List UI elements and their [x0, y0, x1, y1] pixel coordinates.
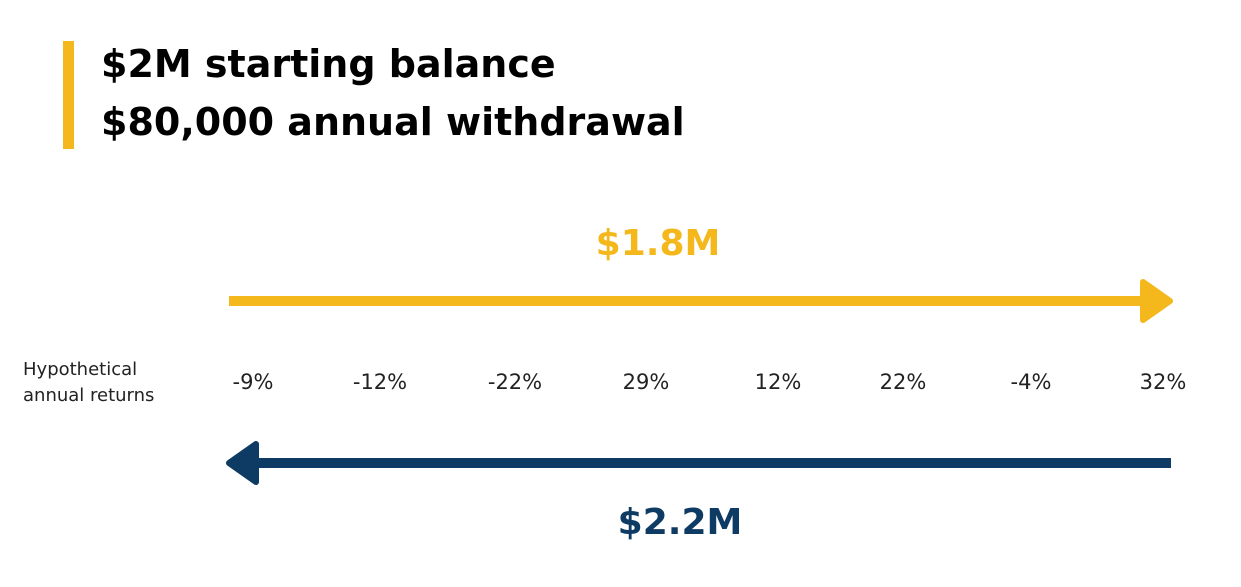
returns-row: -9% -12% -22% 29% 12% 22% -4% 32%	[0, 370, 1241, 400]
return-value: -12%	[352, 370, 408, 394]
reverse-sequence-result: $2.2M	[617, 502, 743, 543]
return-value: 12%	[754, 370, 802, 394]
returns-row-label-line1: Hypothetical	[23, 359, 138, 380]
reverse-arrow-head	[226, 441, 259, 485]
return-value: -22%	[487, 370, 543, 394]
headline-annual-withdrawal: $80,000 annual withdrawal	[101, 100, 685, 144]
headline-starting-balance: $2M starting balance	[101, 42, 556, 86]
return-value: 29%	[622, 370, 670, 394]
forward-arrow-head	[1140, 279, 1173, 323]
returns-row-label-line2: annual returns	[23, 385, 155, 406]
return-value: -9%	[232, 370, 274, 394]
forward-sequence-result: $1.8M	[595, 223, 721, 264]
return-value: 22%	[879, 370, 927, 394]
accent-bar	[63, 41, 74, 149]
returns-row-label: Hypothetical annual returns	[23, 357, 154, 409]
return-value: -4%	[1010, 370, 1052, 394]
return-value: 32%	[1139, 370, 1187, 394]
